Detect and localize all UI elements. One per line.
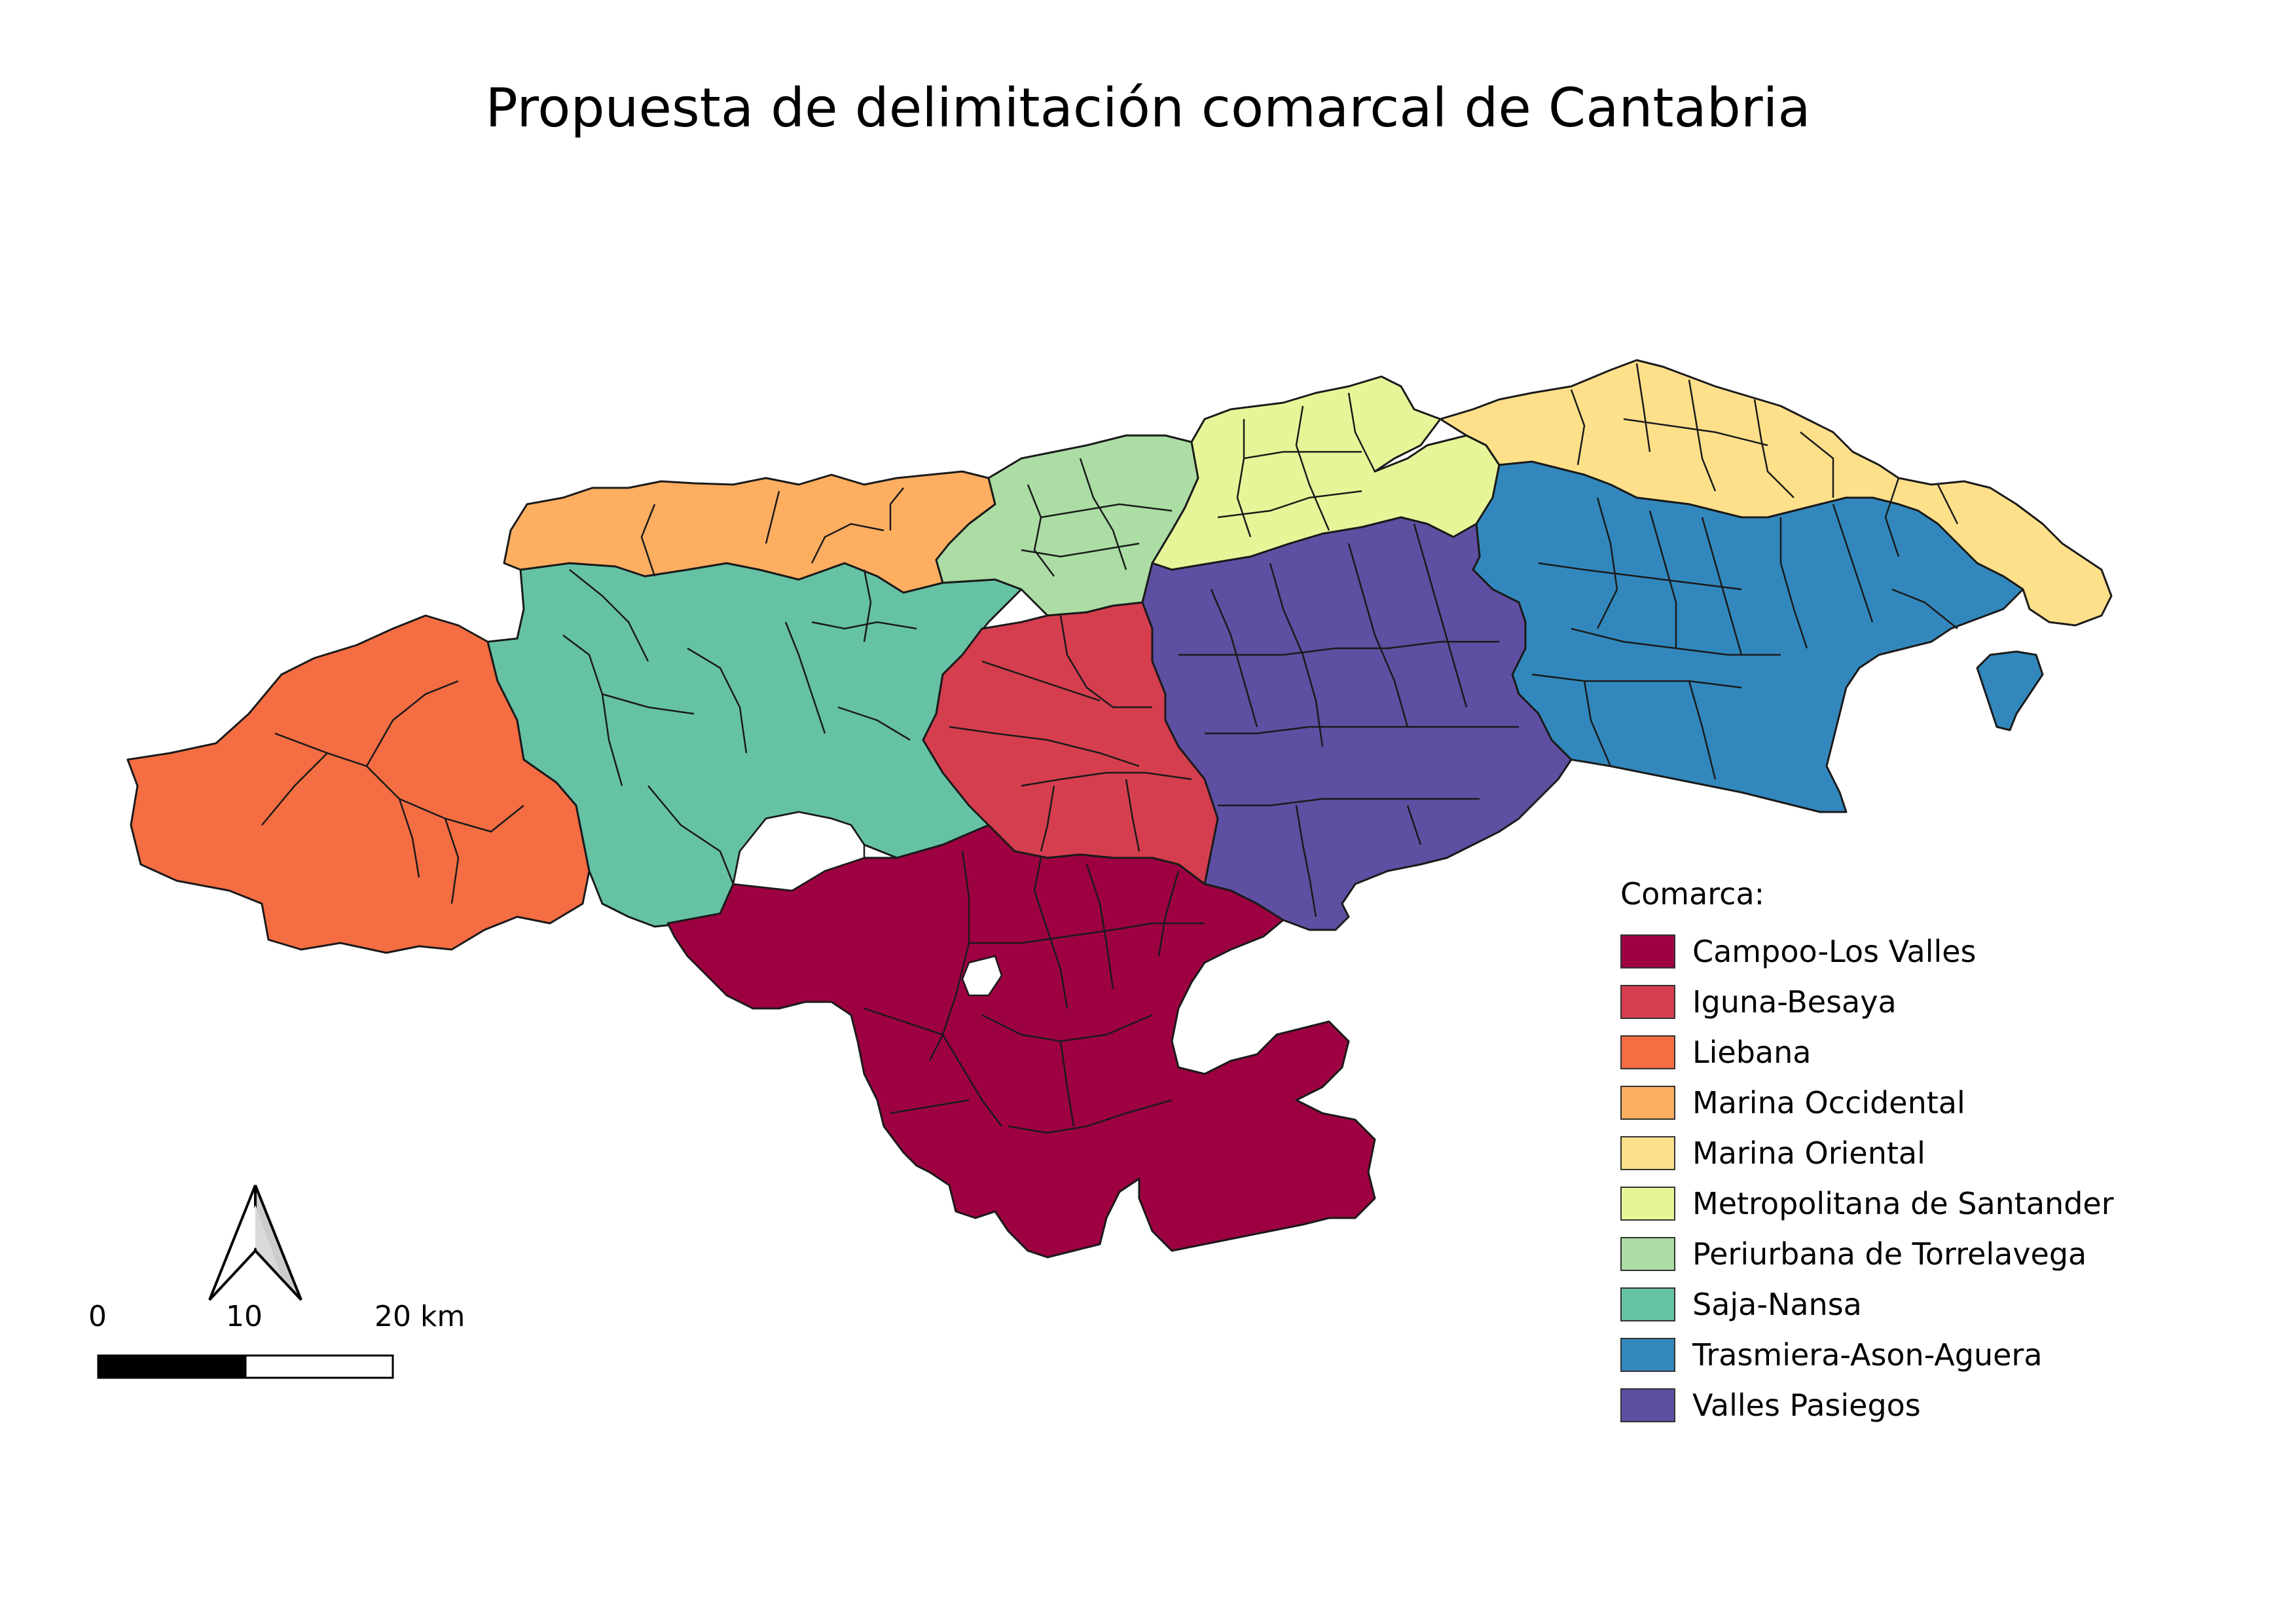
legend-swatch [1620, 1388, 1675, 1422]
legend-label: Trasmiera-Ason-Aguera [1692, 1337, 2043, 1373]
comarcas-layer [126, 359, 2113, 1259]
legend-swatch [1620, 1085, 1675, 1120]
scale-bar [97, 1354, 394, 1379]
legend-swatch [1620, 1236, 1675, 1271]
legend-title: Comarca: [1620, 876, 1765, 912]
legend-swatch [1620, 1135, 1675, 1170]
scale-label-10: 10 [226, 1300, 263, 1333]
legend-label: Campoo-Los Valles [1692, 933, 1977, 969]
legend-item: Saja-Nansa [1620, 1279, 2114, 1329]
legend-swatch [1620, 984, 1675, 1019]
legend-label: Iguna-Besaya [1692, 984, 1897, 1020]
legend-label: Marina Occidental [1692, 1084, 1965, 1120]
region-campoo-los-valles[interactable] [666, 824, 1376, 1259]
map-title: Propuesta de delimitación comarcal de Ca… [485, 77, 1811, 139]
legend-item: Campoo-Los Valles [1620, 926, 2114, 976]
legend-swatch [1620, 1337, 1675, 1372]
enclave-hole [961, 955, 1003, 997]
scale-bar-white [244, 1354, 394, 1379]
legend-label: Periurbana de Torrelavega [1692, 1236, 2087, 1272]
north-arrow-icon [208, 1185, 302, 1301]
legend-label: Liebana [1692, 1034, 1812, 1070]
legend-swatch [1620, 1287, 1675, 1321]
scale-label-20: 20 km [374, 1300, 465, 1333]
legend-label: Marina Oriental [1692, 1135, 1925, 1171]
legend-swatch [1620, 1035, 1675, 1069]
legend-item: Valles Pasiegos [1620, 1380, 2114, 1430]
legend-label: Valles Pasiegos [1692, 1387, 1921, 1423]
legend-item: Metropolitana de Santander [1620, 1178, 2114, 1228]
gap-hole [732, 811, 866, 892]
legend-item: Marina Oriental [1620, 1128, 2114, 1178]
legend-item: Periurbana de Torrelavega [1620, 1228, 2114, 1279]
legend: Comarca: Campoo-Los Valles Iguna-Besaya … [1620, 876, 2114, 1430]
legend-label: Saja-Nansa [1692, 1286, 1862, 1322]
scale-label-0: 0 [88, 1300, 107, 1333]
legend-item: Iguna-Besaya [1620, 976, 2114, 1027]
legend-swatch [1620, 1186, 1675, 1221]
scale-bar-black [97, 1354, 247, 1379]
legend-label: Metropolitana de Santander [1692, 1185, 2114, 1221]
legend-item: Liebana [1620, 1027, 2114, 1077]
municipal-borders [261, 363, 1959, 1134]
region-trasmiera-enclave[interactable] [1976, 650, 2044, 731]
legend-item: Marina Occidental [1620, 1077, 2114, 1128]
legend-item: Trasmiera-Ason-Aguera [1620, 1329, 2114, 1380]
legend-swatch [1620, 934, 1675, 969]
